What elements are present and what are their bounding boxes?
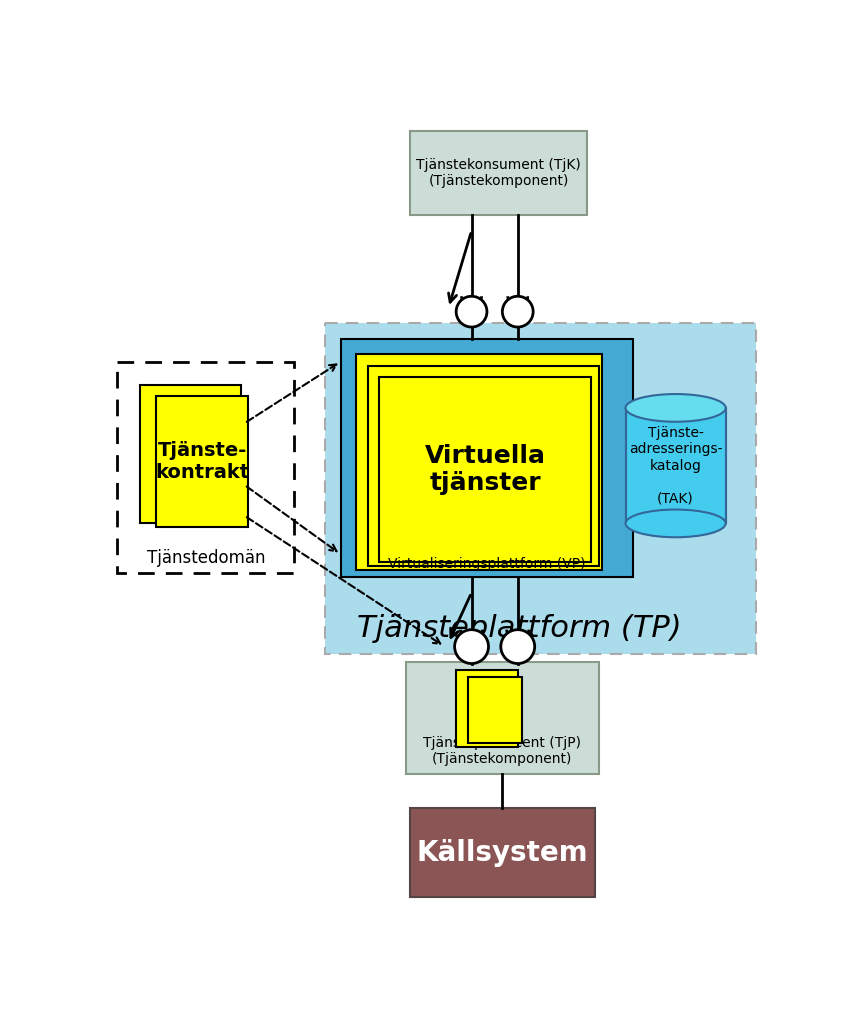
Bar	[456, 669, 518, 746]
Circle shape	[455, 629, 488, 663]
Text: Tjänsteplattform (TP): Tjänsteplattform (TP)	[357, 614, 682, 643]
Ellipse shape	[625, 394, 726, 421]
Circle shape	[502, 296, 533, 327]
Bar	[406, 662, 599, 774]
Circle shape	[501, 629, 535, 663]
Text: Källsystem: Källsystem	[416, 838, 588, 866]
Bar	[367, 366, 599, 566]
Text: Tjänstekonsument (TjK)
(Tjänstekomponent): Tjänstekonsument (TjK) (Tjänstekomponent…	[416, 158, 580, 189]
Text: Virtualiseringsplattform (VP): Virtualiseringsplattform (VP)	[388, 558, 586, 571]
Text: Tjänste-
kontrakt: Tjänste- kontrakt	[155, 442, 249, 483]
Text: Tjänstedomän: Tjänstedomän	[147, 549, 265, 567]
Bar	[410, 131, 587, 215]
Ellipse shape	[625, 509, 726, 537]
Bar	[379, 377, 591, 562]
Bar	[117, 362, 294, 573]
Bar	[468, 678, 522, 743]
Text: Tjänste-
adresserings-
katalog

(TAK): Tjänste- adresserings- katalog (TAK)	[629, 426, 722, 505]
Bar	[156, 397, 249, 527]
Bar	[341, 338, 633, 577]
Bar	[140, 384, 241, 524]
Bar	[410, 809, 595, 897]
Text: Tjänsteproducent (TjP)
(Tjänstekomponent): Tjänsteproducent (TjP) (Tjänstekomponent…	[423, 736, 581, 766]
Bar	[356, 354, 603, 570]
Bar	[625, 408, 726, 524]
Circle shape	[456, 296, 487, 327]
Text: Virtuella
tjänster: Virtuella tjänster	[425, 444, 545, 495]
Bar	[325, 323, 757, 654]
